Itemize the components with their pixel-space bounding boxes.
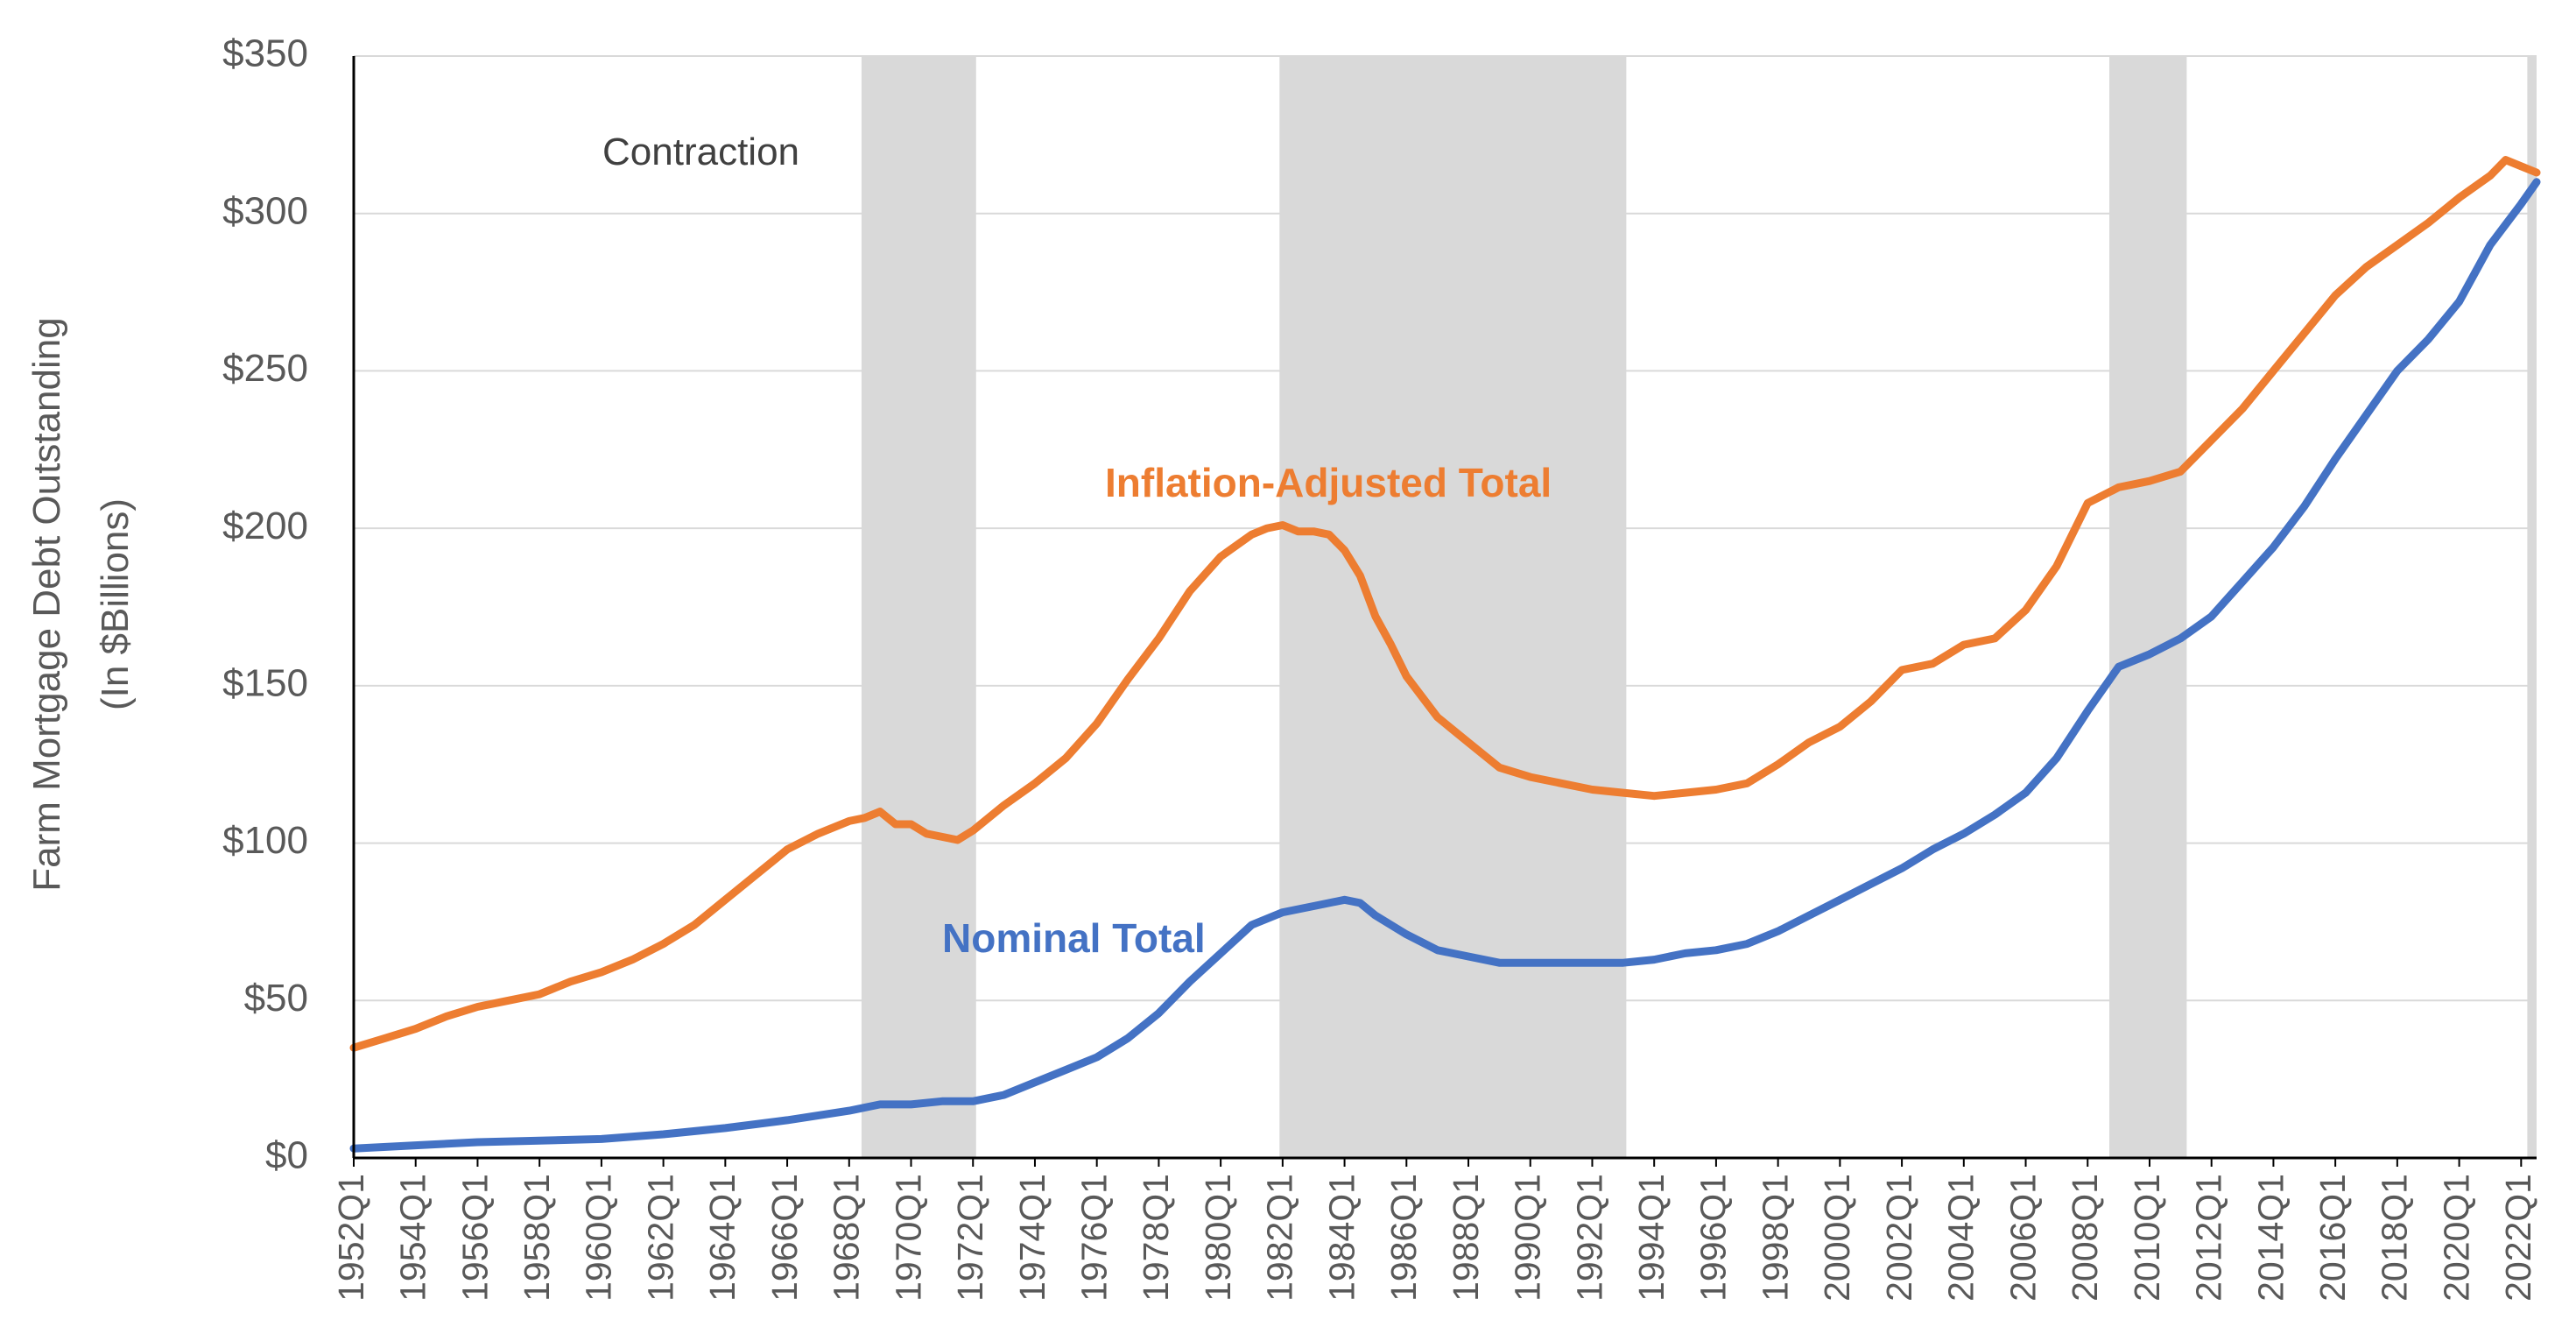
x-tick-label: 1968Q1 [827, 1174, 867, 1302]
x-tick-label: 1972Q1 [950, 1174, 990, 1302]
x-tick-label: 1960Q1 [579, 1174, 619, 1302]
inflation-adjusted-totalline [349, 156, 2541, 1052]
x-tick-label: 1980Q1 [1198, 1174, 1238, 1302]
y-tick-label: $350 [222, 32, 308, 75]
x-axis-ticks: 1952Q1 1954Q1 1956Q1 1958Q1 1960Q1 1962Q1 1964… [331, 1158, 2538, 1302]
x-tick-label: 1966Q1 [764, 1174, 805, 1302]
x-tick-label: 1964Q1 [702, 1174, 743, 1302]
x-tick-label: 1958Q1 [517, 1174, 557, 1302]
contraction-band [2527, 56, 2537, 1158]
y-tick-label: $150 [222, 661, 308, 704]
y-tick-label: $200 [222, 505, 308, 547]
x-tick-label: 1986Q1 [1383, 1174, 1424, 1302]
contraction-band [2109, 56, 2187, 1158]
x-tick-label: 2010Q1 [2127, 1174, 2167, 1302]
y-tick-label: $0 [265, 1134, 308, 1177]
contraction-band [1279, 56, 1627, 1158]
x-tick-label: 2018Q1 [2375, 1174, 2415, 1302]
contraction-band [861, 56, 976, 1158]
x-tick-label: 1952Q1 [331, 1174, 371, 1302]
x-tick-label: 2002Q1 [1879, 1174, 1919, 1302]
x-tick-label: 1994Q1 [1631, 1174, 1672, 1302]
series-lines [349, 156, 2541, 1153]
x-tick-label: 1970Q1 [888, 1174, 928, 1302]
x-tick-label: 1978Q1 [1136, 1174, 1176, 1302]
x-tick-label: 1988Q1 [1446, 1174, 1486, 1302]
y-axis-label-line1: Farm Mortgage Debt Outstanding [25, 317, 68, 891]
x-tick-label: 2008Q1 [2065, 1174, 2105, 1302]
x-tick-label: 1962Q1 [640, 1174, 680, 1302]
y-tick-label: $100 [222, 819, 308, 862]
x-tick-label: 1984Q1 [1321, 1174, 1362, 1302]
y-tick-label: $300 [222, 189, 308, 232]
y-tick-label: $250 [222, 347, 308, 390]
x-tick-label: 2020Q1 [2436, 1174, 2476, 1302]
x-tick-label: 1982Q1 [1260, 1174, 1300, 1302]
x-tick-label: 2004Q1 [1941, 1174, 1981, 1302]
x-tick-label: 1956Q1 [454, 1174, 495, 1302]
x-tick-label: 1996Q1 [1693, 1174, 1734, 1302]
y-axis-label-line2: (In $Billions) [94, 498, 137, 710]
gridlines [354, 55, 2537, 1002]
x-tick-label: 2022Q1 [2498, 1174, 2538, 1302]
y-tick-label: $50 [244, 977, 308, 1020]
x-tick-label: 1974Q1 [1012, 1174, 1052, 1302]
x-tick-label: 2012Q1 [2189, 1174, 2229, 1302]
nominal-series-label: Nominal Total [942, 915, 1206, 961]
contraction-bands [861, 56, 2537, 1158]
x-tick-label: 2000Q1 [1817, 1174, 1857, 1302]
x-tick-label: 2006Q1 [2002, 1174, 2043, 1302]
x-tick-label: 1998Q1 [1755, 1174, 1795, 1302]
x-tick-label: 2014Q1 [2250, 1174, 2291, 1302]
inflation-adjusted-series-label: Inflation-Adjusted Total [1105, 460, 1552, 505]
x-tick-label: 1990Q1 [1508, 1174, 1548, 1302]
y-axis-ticks: $0 $50 $100 $150 $200 $250 $300 $350 [222, 32, 308, 1177]
x-tick-label: 1992Q1 [1569, 1174, 1609, 1302]
nominal-totalline [349, 178, 2541, 1153]
x-tick-label: 1976Q1 [1074, 1174, 1115, 1302]
contraction-label: Contraction [602, 131, 799, 173]
x-tick-label: 2016Q1 [2312, 1174, 2353, 1302]
x-tick-label: 1954Q1 [393, 1174, 433, 1302]
